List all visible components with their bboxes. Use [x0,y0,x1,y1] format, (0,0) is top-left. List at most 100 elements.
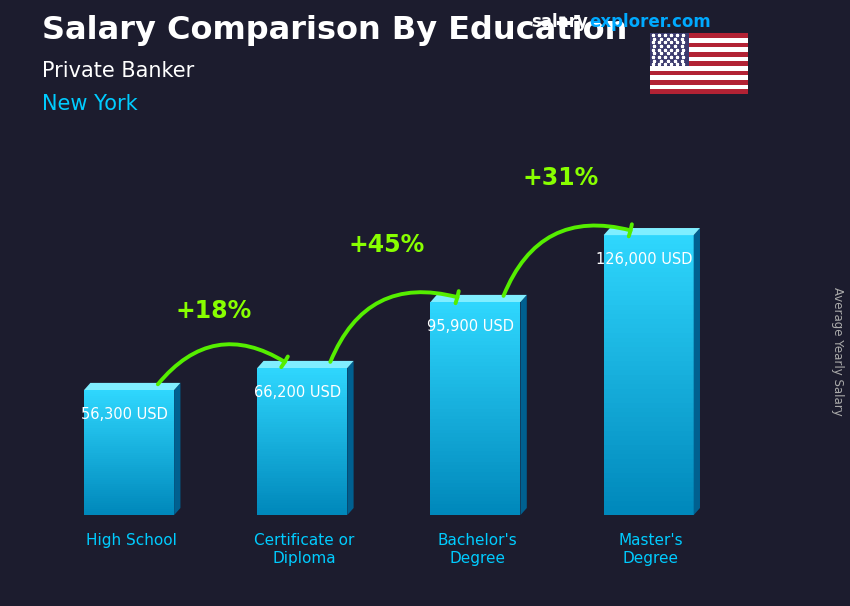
Bar [258,400,348,402]
Bar [604,287,694,291]
Bar [650,71,748,75]
Bar [84,411,174,413]
Bar [258,449,348,451]
Bar [604,342,694,347]
Bar [258,447,348,449]
Bar [84,496,174,498]
Bar [84,513,174,515]
Bar [430,341,520,345]
Bar [258,444,348,447]
Polygon shape [694,228,700,515]
Bar [84,413,174,415]
Bar [650,47,748,52]
Bar [430,458,520,462]
Bar [258,434,348,437]
Bar [604,296,694,301]
Bar [258,461,348,464]
Bar [430,451,520,454]
Text: +18%: +18% [176,299,252,323]
Bar [604,468,694,473]
Bar [258,378,348,380]
Bar [604,301,694,305]
Bar [258,427,348,429]
Bar [258,417,348,419]
Bar [604,389,694,394]
Bar [258,402,348,405]
Bar [604,347,694,351]
Bar [258,508,348,510]
Bar [430,419,520,423]
Bar [430,351,520,355]
Bar [258,368,348,370]
Bar [84,427,174,430]
Bar [258,464,348,466]
Bar [84,444,174,446]
Bar [258,431,348,434]
Bar [604,445,694,450]
Bar [604,282,694,287]
Bar [430,441,520,444]
Text: New York: New York [42,94,138,114]
Bar [604,436,694,441]
Bar [258,456,348,459]
Bar [604,506,694,510]
Bar [604,501,694,506]
Bar [650,66,748,71]
Bar [84,507,174,509]
Bar [84,405,174,407]
Bar [258,498,348,501]
Polygon shape [520,295,527,515]
Bar [604,249,694,254]
Text: Bachelor's
Degree: Bachelor's Degree [438,533,518,566]
Bar [430,316,520,320]
Bar [258,481,348,483]
Bar [258,410,348,412]
Bar [604,496,694,501]
Bar [84,467,174,469]
Text: 126,000 USD: 126,000 USD [596,252,693,267]
Bar [430,462,520,465]
Bar [258,483,348,485]
Bar [430,501,520,504]
Bar [84,421,174,424]
Bar [430,426,520,430]
Bar [84,390,174,392]
Bar [84,454,174,457]
Bar [258,429,348,431]
Bar [84,478,174,480]
Bar [84,463,174,465]
Bar [604,450,694,454]
Bar [604,366,694,370]
Bar [430,302,520,305]
Bar [84,469,174,471]
Bar [430,448,520,451]
Bar [430,511,520,515]
Bar [604,399,694,403]
Bar [604,235,694,240]
Bar [84,409,174,411]
Bar [258,503,348,505]
Bar [84,398,174,401]
Bar [84,419,174,421]
Bar [84,396,174,398]
Bar [604,487,694,492]
Bar [604,403,694,408]
Bar [258,496,348,498]
Bar [258,437,348,439]
Bar [84,501,174,502]
Bar [258,419,348,422]
Bar [84,486,174,488]
Bar [430,391,520,395]
Bar [258,412,348,415]
Bar [258,422,348,424]
Bar [84,484,174,486]
Bar [84,401,174,402]
Bar [430,494,520,498]
Bar [84,440,174,442]
Bar [650,61,748,66]
Bar [650,33,748,38]
Bar [84,425,174,427]
Bar [430,498,520,501]
Bar [430,359,520,362]
Bar [604,454,694,459]
